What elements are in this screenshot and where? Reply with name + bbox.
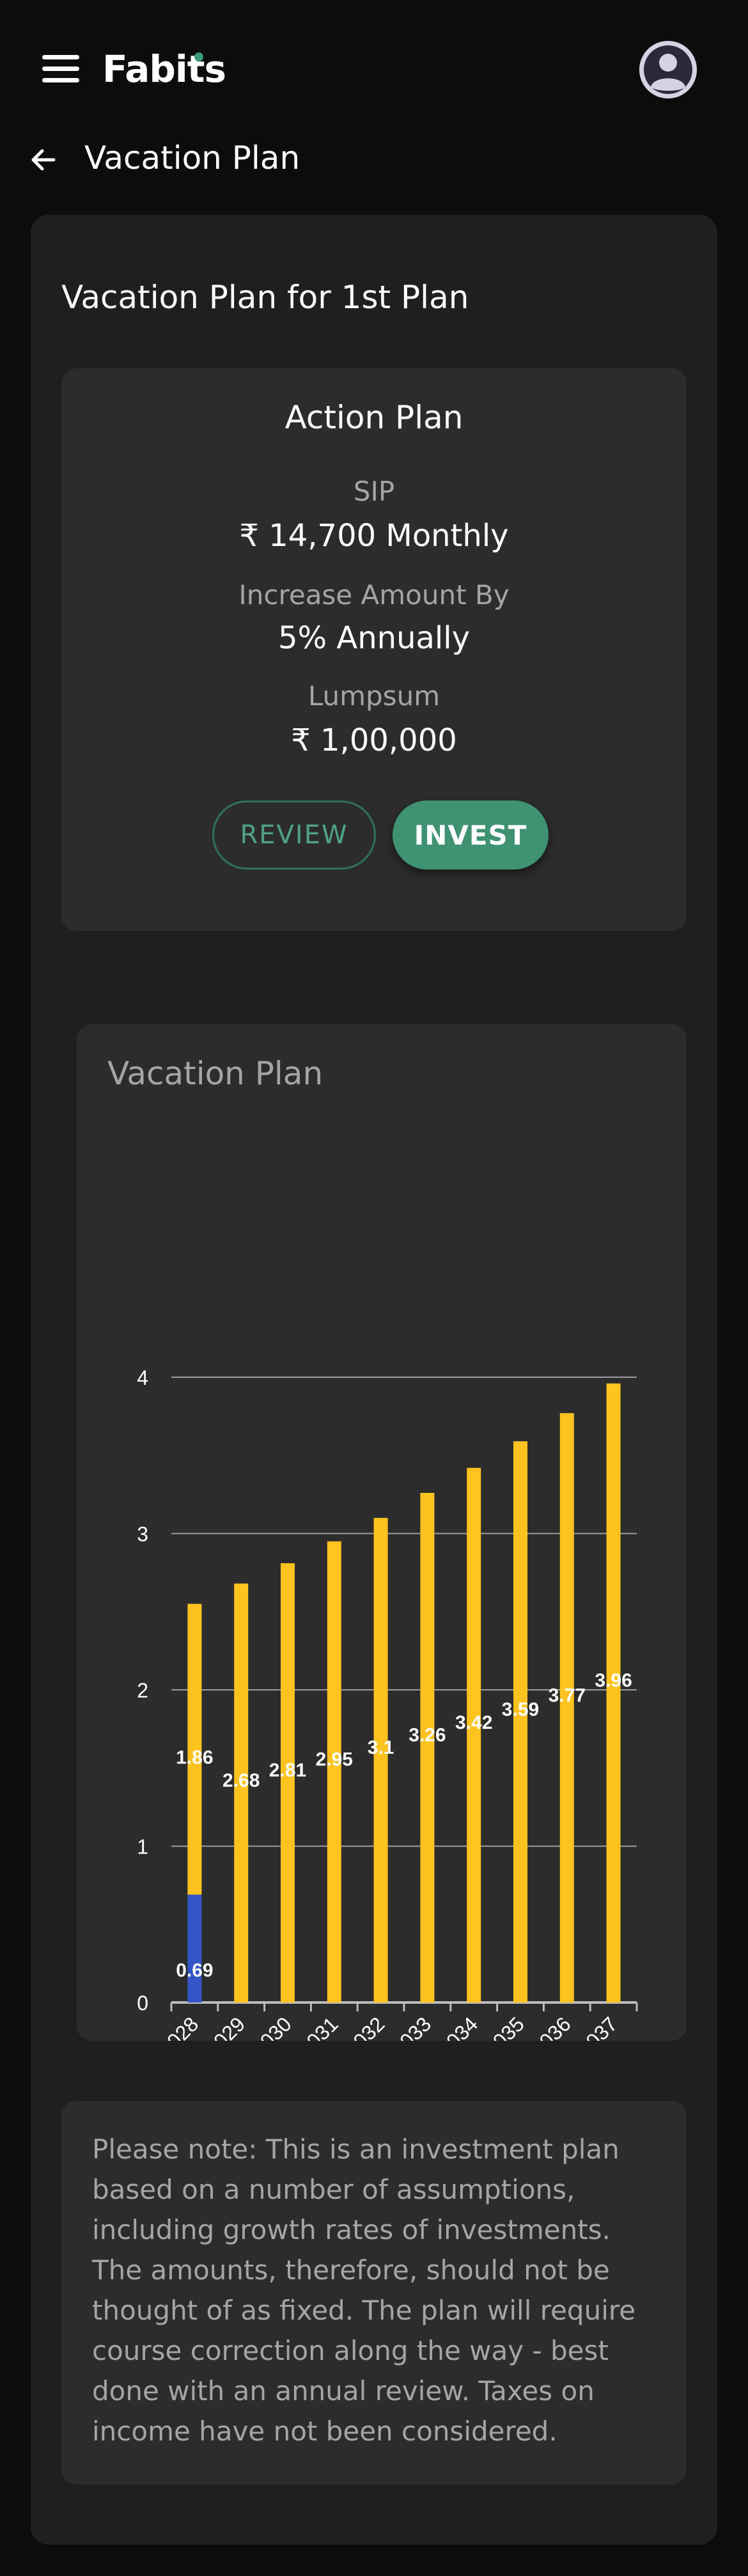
disclaimer-text: Please note: This is an investment plan … [92,2134,636,2447]
increase-value: 5% Annually [278,620,470,656]
action-plan-title: Action Plan [284,399,464,436]
y-tick-label: 3 [137,1523,148,1546]
data-label: 2.95 [316,1749,353,1770]
disclaimer-card: Please note: This is an investment plan … [61,2101,687,2485]
x-tick-label: 2032 [341,2012,389,2041]
data-label: 3.59 [502,1699,539,1720]
arrow-left-icon[interactable] [28,144,59,175]
bar-to-be-planned [373,1518,388,2002]
bar-to-be-planned [234,1583,249,2002]
bar-to-be-planned [187,1604,202,1895]
brand-dot-icon [194,52,203,61]
sip-label: SIP [353,476,395,507]
bar-planned [187,1894,202,2002]
x-tick-label: 2033 [387,2012,436,2041]
action-plan-card: Action Plan SIP ₹ 14,700 Monthly Increas… [61,368,687,931]
data-label: 3.96 [595,1670,632,1691]
bar-to-be-planned [327,1541,341,2002]
bar-to-be-planned [281,1563,295,2002]
sip-value: ₹ 14,700 Monthly [239,518,509,554]
data-label: 2.68 [222,1770,260,1791]
review-button[interactable]: REVIEW [212,800,376,870]
y-tick-label: 0 [137,1992,148,2015]
top-bar: Fabits [0,0,748,141]
invest-button[interactable]: INVEST [393,800,549,870]
bar-to-be-planned [467,1467,481,2002]
data-label: 2.81 [269,1760,306,1781]
x-tick-label: 2037 [573,2012,622,2041]
x-tick-label: 2028 [155,2012,203,2041]
brand-logo[interactable]: Fabits [102,47,226,91]
chart-card: Vacation Plan 0 1 2 3 4 0.69 1.86 2028 2.68 2029 2… [77,1024,687,2041]
y-tick-label: 2 [137,1679,148,1702]
x-tick-label: 2034 [433,2012,482,2041]
bar-to-be-planned [559,1413,574,2002]
bar-to-be-planned [513,1441,527,2002]
y-tick-label: 1 [137,1836,148,1859]
data-label: 3.1 [368,1737,394,1758]
plan-card: Vacation Plan for 1st Plan Action Plan S… [31,215,717,2545]
x-tick-label: 2031 [294,2012,343,2041]
data-label: 1.86 [176,1747,213,1768]
chart-title: Vacation Plan [107,1055,323,1092]
data-label: 3.42 [455,1712,492,1733]
bar-to-be-planned [606,1383,621,2002]
x-tick-label: 2036 [527,2012,575,2041]
lumpsum-label: Lumpsum [308,680,440,712]
user-avatar-icon[interactable] [639,41,697,98]
brand-name: Fabits [102,47,226,91]
increase-label: Increase Amount By [238,579,510,611]
bar-to-be-planned [420,1492,435,2002]
plan-heading: Vacation Plan for 1st Plan [61,279,469,316]
data-label: 0.69 [176,1960,213,1981]
page-header: Vacation Plan [0,128,748,192]
x-tick-label: 2030 [247,2012,296,2041]
page-title: Vacation Plan [84,139,300,176]
x-tick-label: 2035 [480,2012,529,2041]
y-tick-label: 4 [137,1366,148,1389]
data-label: 3.26 [409,1725,446,1746]
data-label: 3.77 [549,1685,586,1706]
hamburger-menu-icon[interactable] [42,55,79,83]
lumpsum-value: ₹ 1,00,000 [291,722,457,758]
x-tick-label: 2029 [201,2012,249,2041]
vacation-plan-chart: 0 1 2 3 4 0.69 1.86 2028 2.68 2029 2.81 2030 2.95 203… [137,1366,638,2041]
